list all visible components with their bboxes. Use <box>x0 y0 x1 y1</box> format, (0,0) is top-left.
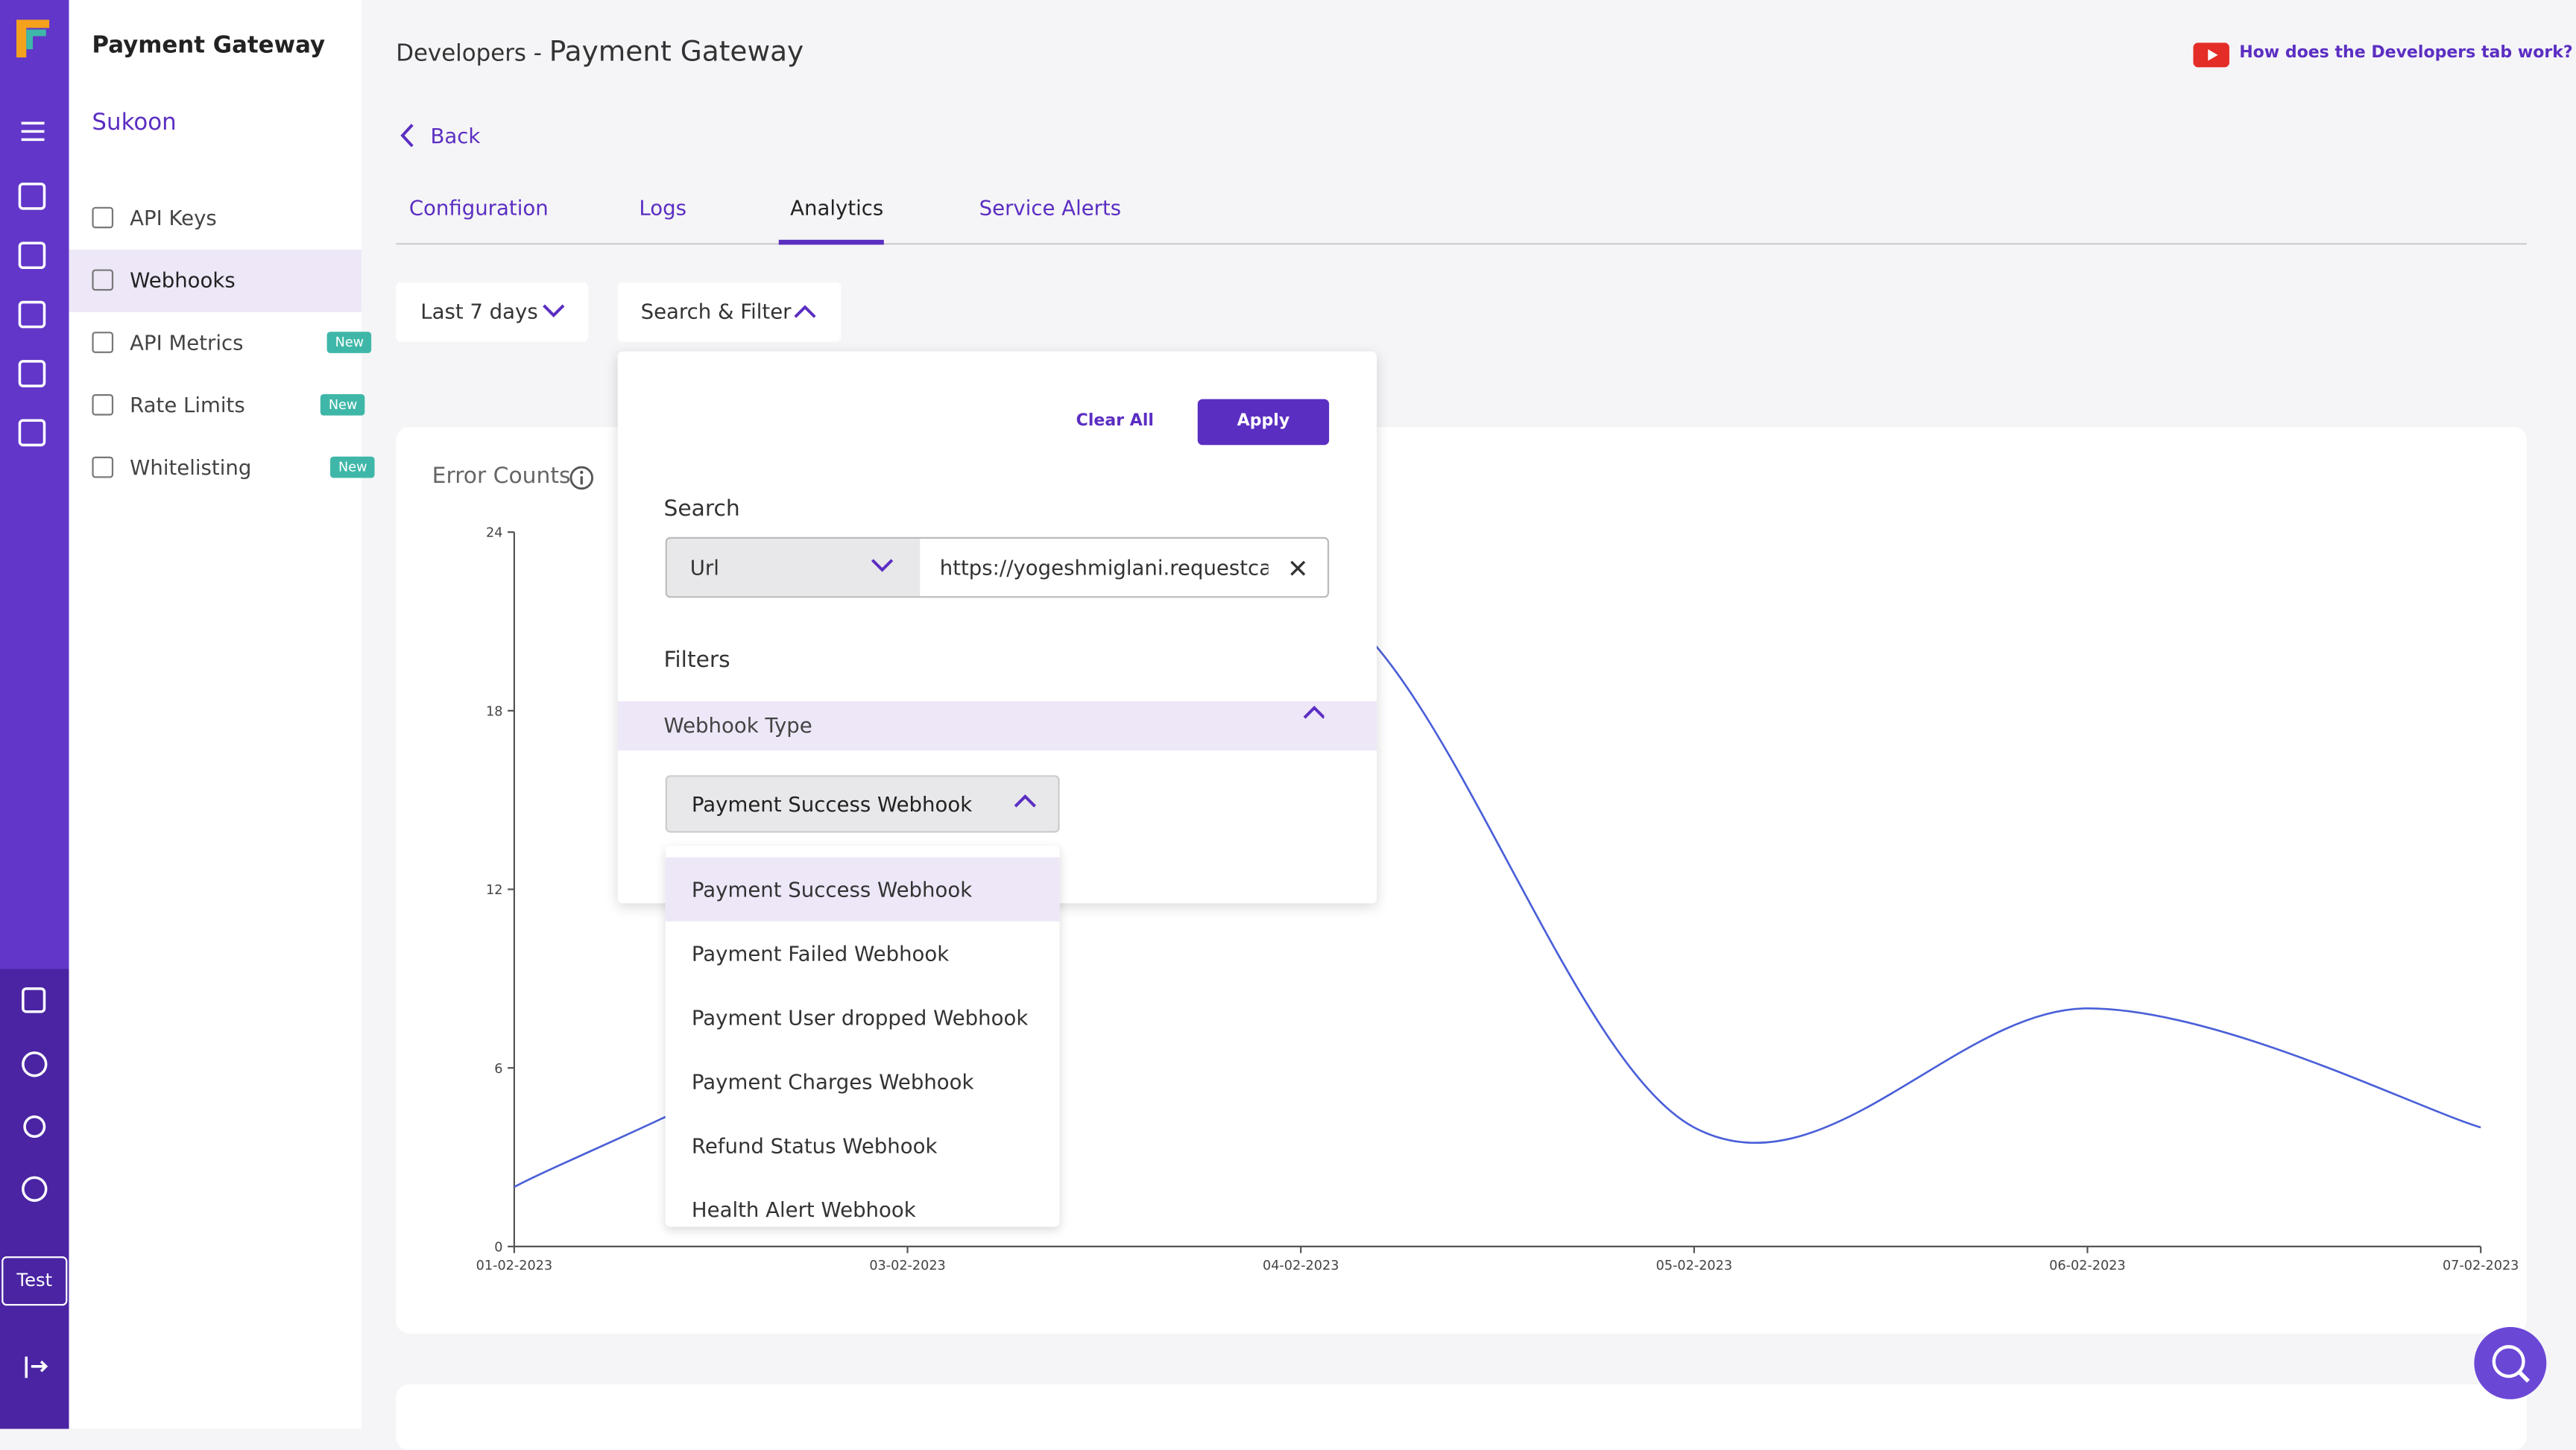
test-toggle[interactable]: Test <box>1 1256 68 1306</box>
x-tick-label: 03-02-2023 <box>869 1259 945 1273</box>
type-select[interactable]: Payment Success Webhook <box>665 775 1060 833</box>
period-select[interactable]: Last 7 days <box>396 282 589 342</box>
tab[interactable]: Configuration <box>408 195 549 221</box>
period: Last 7 days <box>420 299 538 324</box>
selected-type: Payment Success Webhook <box>691 791 973 817</box>
search-fab[interactable] <box>2474 1326 2547 1399</box>
option[interactable]: Payment User dropped Webhook <box>691 1004 1029 1030</box>
menu-icon <box>92 456 114 478</box>
back-link[interactable]: Back <box>430 123 481 148</box>
x-tick-label: 04-02-2023 <box>1263 1259 1339 1273</box>
menu-icon <box>92 206 114 229</box>
option[interactable]: Payment Charges Webhook <box>691 1068 974 1094</box>
filter-popup: Clear All Apply Search Url https://yoges… <box>617 351 1377 904</box>
y-tick-label: 0 <box>494 1241 502 1256</box>
filter-group-label: Webhook Type <box>663 712 812 738</box>
rail-bottom <box>0 969 69 1429</box>
tab[interactable]: Logs <box>639 195 686 221</box>
tab-underline <box>778 239 884 245</box>
menu-icon <box>92 269 114 291</box>
back-icon <box>400 124 414 148</box>
options-list: Payment Success Webhook Payment Failed We… <box>665 846 1060 1227</box>
merchant[interactable]: Sukoon <box>92 110 177 136</box>
filter-button[interactable]: Search & Filter <box>617 282 842 342</box>
fab-icon <box>2492 1345 2531 1383</box>
tab-divider <box>396 243 2527 245</box>
new-badge: New <box>330 456 376 478</box>
x-tick-label: 05-02-2023 <box>1656 1259 1732 1273</box>
x-tick-label: 01-02-2023 <box>476 1259 552 1273</box>
search-input[interactable]: https://yogeshmiglani.requestcatcher.com <box>939 554 1269 580</box>
clear-all[interactable]: Clear All <box>1076 412 1154 431</box>
help-link[interactable]: How does the Developers tab work? <box>2239 44 2573 63</box>
x-tick-label: 06-02-2023 <box>2049 1259 2125 1273</box>
search-label: Search <box>663 496 740 522</box>
info-icon <box>569 466 594 490</box>
apply-button[interactable]: Apply <box>1197 399 1330 446</box>
y-tick-label: 24 <box>486 526 502 541</box>
new-badge: New <box>326 332 373 353</box>
option[interactable]: Payment Success Webhook <box>665 857 1060 922</box>
option[interactable]: Health Alert Webhook <box>691 1197 916 1222</box>
sidebar <box>69 0 362 1429</box>
y-tick-label: 18 <box>486 704 502 719</box>
chart-title: Error Counts <box>432 463 571 490</box>
menu-item[interactable]: Whitelisting <box>130 455 252 480</box>
y-tick-label: 12 <box>486 883 502 898</box>
filter-group[interactable]: Webhook Type <box>617 701 1377 751</box>
menu-icon <box>92 332 114 353</box>
chevrons <box>543 304 816 318</box>
y-tick-label: 6 <box>494 1062 502 1077</box>
search-box: Url https://yogeshmiglani.requestcatcher… <box>665 536 1330 598</box>
x-tick-label: 07-02-2023 <box>2443 1259 2519 1273</box>
popup-icons <box>871 559 1325 808</box>
search-field-label: Url <box>689 554 719 580</box>
title: Payment Gateway <box>549 36 804 69</box>
menu-item[interactable]: Webhooks <box>130 267 236 293</box>
youtube-icon <box>2193 42 2229 68</box>
title-prefix: Developers - <box>396 41 542 68</box>
option[interactable]: Refund Status Webhook <box>691 1133 938 1158</box>
option[interactable]: Payment Failed Webhook <box>691 940 950 966</box>
tab[interactable]: Analytics <box>790 195 884 221</box>
rail-icons <box>16 19 50 1378</box>
brand: Payment Gateway <box>92 33 326 60</box>
filters-label: Filters <box>663 647 730 674</box>
tab[interactable]: Service Alerts <box>979 195 1122 221</box>
new-badge: New <box>320 393 366 416</box>
menu-item[interactable]: Rate Limits <box>130 392 245 417</box>
filter-label: Search & Filter <box>640 299 792 324</box>
menu-icon <box>92 393 114 416</box>
menu-item[interactable]: API Keys <box>130 205 217 230</box>
menu-item[interactable]: API Metrics <box>130 330 244 355</box>
page-title: Developers - Payment Gateway <box>396 36 804 69</box>
menu-selected-bg <box>69 250 362 312</box>
